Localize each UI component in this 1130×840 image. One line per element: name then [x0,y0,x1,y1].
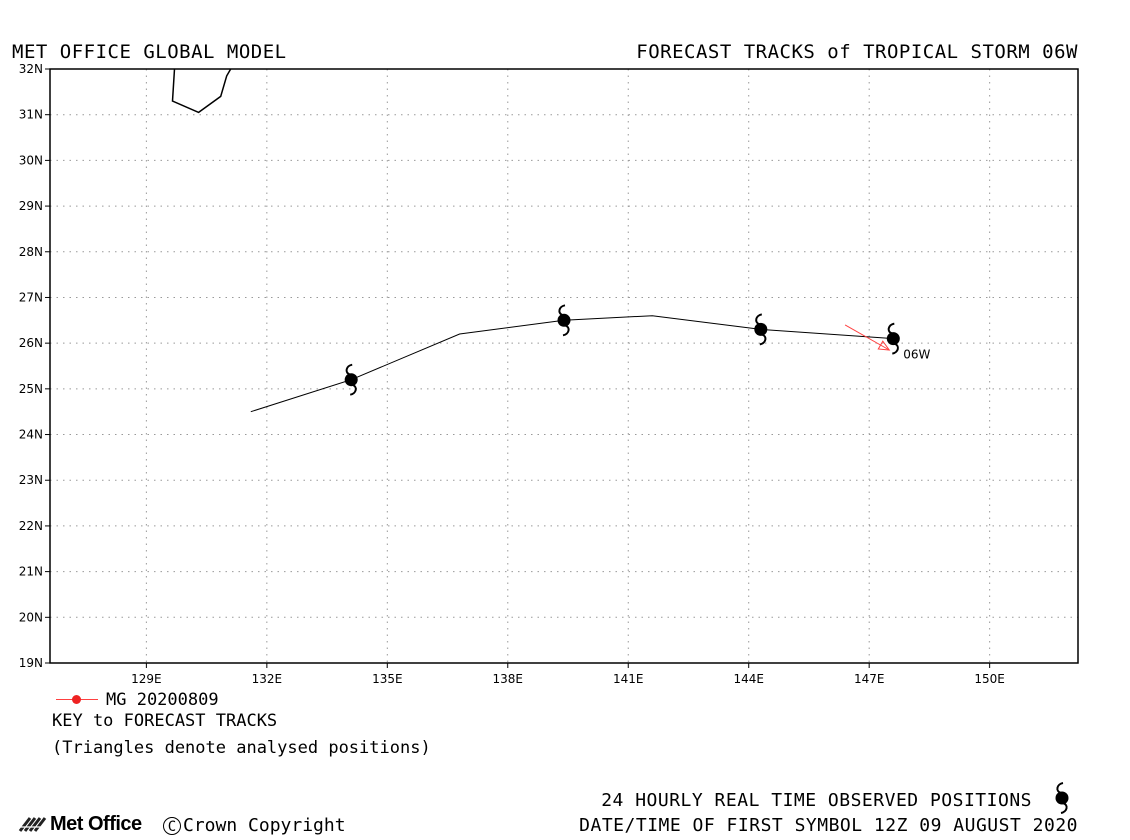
y-tick-label: 21N [19,565,43,579]
coastline [171,68,232,114]
cyclone-arm [755,313,763,326]
y-tick-label: 28N [19,245,43,259]
cyclone-arm [345,363,353,376]
cyclone-arm [892,342,899,355]
x-tick-label: 132E [252,672,283,686]
legend-title: KEY to FORECAST TRACKS [52,711,278,731]
legend-note: (Triangles denote analysed positions) [52,738,431,758]
x-tick-label: 141E [613,672,644,686]
cyclone-core [344,373,358,387]
gridlines [50,69,1078,663]
legend-swatch [56,694,98,706]
y-tick-label: 26N [19,336,43,350]
y-tick-label: 27N [19,290,43,304]
tropical-cyclone-icon [557,304,571,337]
map-frame [49,68,1079,664]
storm-symbols [344,304,900,396]
x-tick-label: 144E [733,672,764,686]
storm-labels: 06W [903,348,930,362]
analysed-position-triangle [877,340,891,351]
x-tick-label: 150E [974,672,1005,686]
analysed-track-line [844,324,890,351]
map-title-right: FORECAST TRACKS of TROPICAL STORM 06W [636,41,1078,63]
tropical-cyclone-icon [886,322,900,355]
cyclone-core [886,332,900,346]
cyclone-core [557,313,571,327]
analysed-track [844,324,891,351]
forecast-track-line [250,315,894,413]
met-office-logo: Met Office [18,813,142,836]
tropical-cyclone-icon [1055,782,1069,814]
observed-positions-note: 24 HOURLY REAL TIME OBSERVED POSITIONS [601,790,1032,811]
y-axis-ticks: 19N 20N 21N 22N 23N 24N 25N 26N 27N 28N 29N 30N 31N 3… [19,62,50,670]
cyclone-core [754,322,768,336]
y-tick-label: 32N [19,62,43,76]
forecast-track [250,315,894,413]
x-tick-label: 129E [131,672,162,686]
storm-label: 06W [903,348,930,362]
cyclone-arm [887,322,895,335]
cyclone-arm [759,333,767,346]
y-tick-label: 19N [19,656,43,670]
y-tick-label: 23N [19,473,43,487]
y-tick-label: 29N [19,199,43,213]
map-title-left: MET OFFICE GLOBAL MODEL [12,41,287,63]
y-tick-label: 31N [19,108,43,122]
logo-text: Met Office [50,813,142,835]
first-symbol-datetime: DATE/TIME OF FIRST SYMBOL 12Z 09 AUGUST … [579,815,1078,836]
copyright-text: Crown Copyright [183,815,346,836]
cyclone-arm [349,383,357,396]
cyclone-arm [558,304,566,317]
tropical-cyclone-icon [754,313,768,346]
cyclone-arm [562,324,570,337]
x-tick-label: 138E [493,672,524,686]
legend-label: MG 20200809 [106,690,219,710]
legend-entry: MG 20200809 [56,690,219,710]
copyright-icon: C [163,817,181,835]
x-tick-label: 135E [372,672,403,686]
y-tick-label: 22N [19,519,43,533]
x-axis-ticks: 129E 132E 135E 138E 141E 144E 147E 150E [131,663,1005,686]
y-tick-label: 25N [19,382,43,396]
tropical-cyclone-icon [344,363,358,396]
y-tick-label: 30N [19,153,43,167]
x-tick-label: 147E [854,672,885,686]
y-tick-label: 24N [19,428,43,442]
y-tick-label: 20N [19,610,43,624]
copyright-notice: C Crown Copyright [163,815,346,836]
met-office-stripes-icon [18,817,47,832]
coastline-path [171,68,232,114]
